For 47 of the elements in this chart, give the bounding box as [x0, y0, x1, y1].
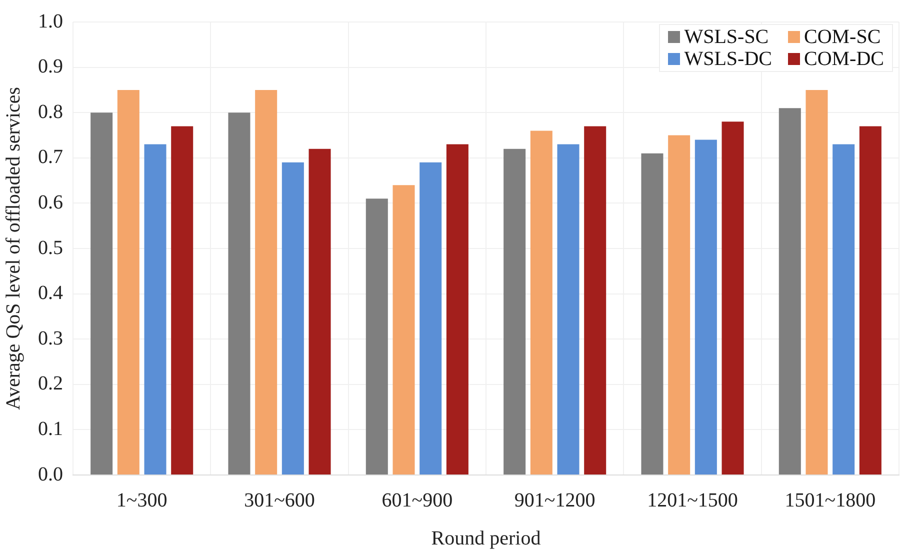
bar: [144, 144, 166, 474]
y-tick-label: 0.1: [38, 418, 63, 440]
bar: [557, 144, 580, 474]
bar: [366, 198, 388, 474]
y-tick-label: 0.5: [38, 236, 63, 259]
bar: [859, 126, 882, 474]
bar: [668, 135, 690, 474]
y-tick-label: 0.6: [38, 191, 63, 214]
y-tick-label: 1.0: [38, 10, 63, 32]
bar: [806, 90, 828, 474]
y-tick-label: 0.7: [38, 146, 63, 168]
x-tick-label: 1501~1800: [784, 489, 876, 512]
bar: [694, 140, 717, 474]
legend-label: WSLS-SC: [684, 26, 769, 48]
legend-label: COM-DC: [804, 48, 884, 70]
bar: [420, 162, 442, 474]
x-tick-label: 601~900: [382, 489, 453, 512]
y-tick-label: 0.2: [38, 372, 63, 395]
legend-label: COM-SC: [804, 26, 881, 48]
x-tick-label: 1~300: [116, 489, 168, 512]
bar: [832, 144, 855, 474]
bar: [584, 126, 606, 474]
bar: [504, 148, 526, 474]
x-axis-title: Round period: [431, 527, 541, 550]
bar: [530, 130, 552, 474]
bar: [117, 90, 140, 474]
y-axis-title: Average QoS level of offloaded services: [2, 86, 24, 410]
x-tick-label: 1201~1500: [647, 489, 738, 512]
bar: [308, 148, 331, 474]
bar: [641, 153, 664, 474]
x-tick-label: 901~1200: [514, 489, 596, 512]
y-tick-label: 0.8: [38, 100, 63, 123]
y-tick-label: 0.4: [38, 282, 63, 304]
bar: [446, 144, 468, 474]
y-tick-label: 0.3: [38, 327, 63, 350]
legend-label: WSLS-DC: [684, 48, 772, 70]
bar: [228, 112, 250, 474]
bar: [90, 112, 113, 474]
x-tick-label: 301~600: [244, 489, 315, 512]
bar: [392, 185, 415, 474]
bar: [722, 122, 744, 474]
y-tick-label: 0.9: [38, 56, 63, 78]
bar: [255, 90, 278, 474]
bar: [282, 162, 304, 474]
bar: [778, 108, 801, 474]
bar: [171, 126, 194, 474]
y-tick-label: 0.0: [38, 463, 63, 486]
